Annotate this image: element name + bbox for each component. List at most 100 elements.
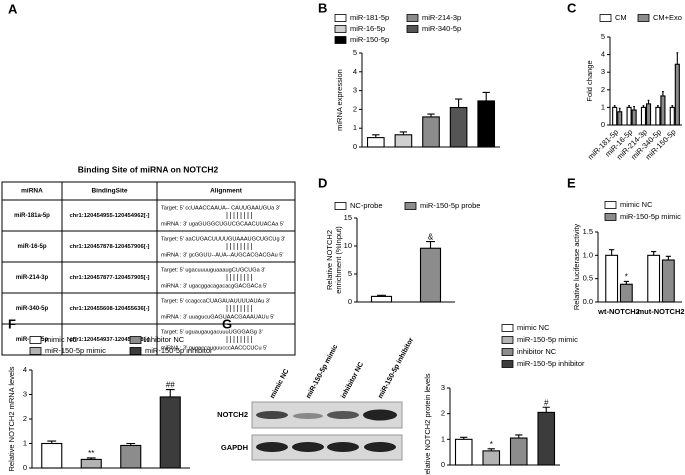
y-tick-label: 5 [348,269,352,278]
y-tick-label: 0 [353,142,357,151]
legend-label: CM+Exo [653,13,682,22]
legend-label: miR-150-5p inhibitor [517,359,585,368]
table-cell: miRNA : 3' uuagucuGAGUAACGAAAUAUu 5' [161,314,274,320]
error-bar [426,240,435,249]
lane-label: inhibitor NC [340,361,365,400]
table-cell: miR-16-5p [17,244,46,250]
bar [422,116,440,148]
bar [617,111,623,126]
y-tick-label: 2 [441,409,445,418]
error-bar [651,251,657,256]
legend-swatch [501,336,514,344]
legend-label: NC-probe [350,201,383,210]
legend-label: miR-340-5p [422,24,461,33]
blot: NOTCH2 GAPDH [217,401,403,461]
legend-swatch [406,25,419,33]
table-cell: Target: 5' ccUAACCAAUA-- CAUUGAAUGUa 3' [161,205,280,211]
error-bar [623,280,629,285]
bar [626,106,632,126]
table-cell: miRNA : 3' ugacggacagacacgGACGACa 5' [161,283,267,289]
table-cell: miRNA : 3' gugaccauguucccAACCCUCu 5' [161,345,267,351]
error-bar [47,440,57,444]
y-tick-label: 1 [353,123,357,132]
panel-label: E [567,175,576,190]
error-bar [642,105,645,108]
legend-swatch [599,14,612,22]
error-bar [165,389,175,397]
bar [674,63,680,126]
error-bar [676,52,679,65]
bar [655,106,661,126]
legend-label: inhibitor NC [145,335,185,344]
table-header: miRNA [21,188,43,195]
y-tick-label: 3 [601,67,605,76]
bar [370,295,393,303]
y-tick-label: 0 [441,460,445,469]
significance-label: ** [88,449,94,458]
bar [619,283,633,303]
legend-swatch [334,14,347,22]
y-axis-label: Fold change [585,60,594,101]
legend-label: miR-181-5p [350,13,389,22]
bar [509,437,528,466]
table-cell: chr1:120454955-120454962[-] [70,213,150,219]
table-header: BindingSite [91,188,127,195]
table-cell: chr1:120457877-120457905[-] [70,275,150,281]
x-tick-label: mut-NOTCH2 [637,307,684,316]
y-tick-label: 3 [23,389,27,398]
significance-label: ## [166,381,175,390]
panel-label: C [567,0,577,15]
error-bar [427,113,435,117]
significance-label: # [544,398,549,407]
bar [120,444,142,469]
legend-label: miR-150-5p inhibitor [145,346,213,355]
error-bar [628,105,630,108]
y-tick-label: 3 [441,383,445,392]
table-cell: chr1:120454937-120454958[-] [70,337,150,343]
legend-swatch [501,360,514,368]
table-header: Alignment [210,188,243,195]
blot-row-label: NOTCH2 [217,410,248,419]
legend-label: inhibitor NC [517,347,557,356]
bar [80,458,102,469]
y-tick-label: 3 [353,86,357,95]
bar [159,396,181,469]
y-axis-label: Relative luciferase activity [572,224,581,311]
table-title: Binding Site of miRNA on NOTCH2 [78,164,219,174]
legend-swatch [29,336,42,344]
error-bar [633,105,636,111]
error-bar [671,105,674,108]
error-bar [377,294,386,297]
x-tick-label: wt-NOTCH2 [597,307,640,316]
table-cell: Target: 5' uguaugaugacuuuUGGGAGg 3' [161,329,263,335]
error-bar [460,436,468,440]
legend-swatch [406,14,419,22]
y-tick-label: 2 [23,414,27,423]
table-cell: miR-340-5p [16,306,49,312]
y-axis-label: Relative NOTCH2 protein levels [423,373,432,475]
y-tick-label: 1 [441,434,445,443]
legend-swatch [404,202,417,210]
error-bar [656,105,659,108]
legend-swatch [334,202,347,210]
error-bar [482,91,490,101]
table-cell: miR-181a-5p [14,213,50,219]
error-bar [665,255,671,260]
error-bar [399,131,408,135]
y-tick-label: 5 [601,32,605,41]
legend-label: miR-16-5p [350,24,385,33]
legend-label: mimic NC [620,200,653,209]
y-axis-label: miRNA expression [335,69,344,131]
bar [454,438,473,466]
y-tick-label: 1 [23,438,27,447]
error-bar [86,457,96,460]
legend-swatch [29,347,42,355]
significance-label: * [625,273,628,282]
table-cell: miRNA : 3' ugaGUGGCUGUCGCAACUUACAa 5' [161,221,284,227]
y-tick-label: 4 [601,50,605,59]
y-tick-label: 2 [353,104,357,113]
y-tick-label: 1.0 [583,250,593,259]
panel-label: D [318,175,327,190]
legend-label: CM [615,13,627,22]
y-tick-label: 0.0 [583,297,593,306]
